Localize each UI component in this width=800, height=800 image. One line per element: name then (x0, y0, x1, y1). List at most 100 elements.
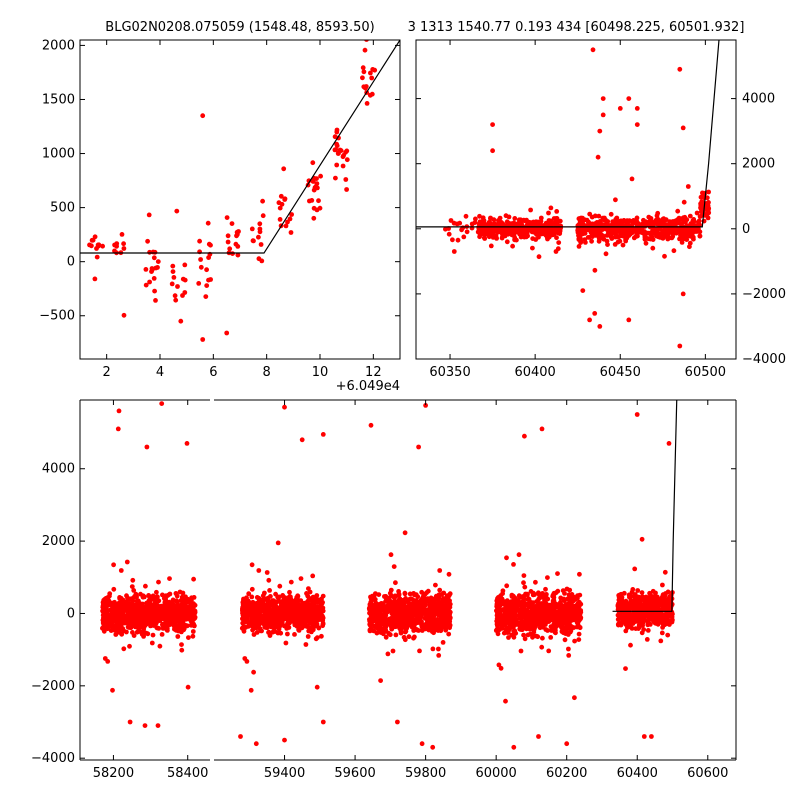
bottom-data-point (413, 592, 419, 597)
top-left-data-point (204, 267, 210, 273)
bottom-data-point (399, 619, 404, 625)
top-right-data-point (687, 213, 693, 219)
bottom-data-point (282, 595, 288, 600)
bottom-data-point (569, 625, 575, 630)
bottom-data-point (371, 596, 377, 602)
top-left-data-point (147, 249, 153, 255)
bottom-data-point (576, 637, 582, 642)
bottom-data-point (577, 571, 582, 577)
bottom-data-point (572, 638, 577, 644)
bottom-data-point (283, 640, 289, 646)
top-left-data-point (224, 215, 230, 221)
bottom-data-point (258, 628, 264, 634)
top-right-data-point (661, 228, 667, 234)
bottom-data-point (518, 648, 524, 654)
bottom-data-point (525, 614, 531, 620)
top-right-data-point (615, 239, 621, 245)
bottom-data-point (103, 615, 108, 621)
bottom-data-point (434, 604, 439, 610)
bottom-data-point (127, 601, 133, 606)
bottom-data-point (248, 687, 254, 693)
bottom-data-point (184, 598, 190, 603)
top-right-data-point (504, 239, 510, 245)
top-right-data-point (538, 218, 544, 224)
top-right-data-point (624, 218, 630, 224)
bottom-data-point (386, 595, 392, 601)
bottom-data-point (258, 601, 264, 607)
bottom-data-point (315, 635, 320, 640)
bottom-data-point (412, 625, 417, 631)
bottom-data-point (399, 598, 404, 604)
top-left-frame (79, 39, 401, 360)
bottom-data-point (132, 607, 138, 613)
bottom-data-point (186, 635, 191, 640)
top-right-data-point (705, 207, 711, 213)
bottom-data-point (263, 625, 269, 630)
top-right-data-point (662, 253, 667, 259)
bottom-data-point (500, 615, 506, 620)
bottom-data-point (429, 623, 435, 629)
top-left-data-point (369, 75, 375, 81)
bottom-data-point (189, 595, 195, 601)
bottom-data-point (295, 597, 300, 602)
bottom-data-point (572, 695, 577, 701)
bottom-data-point (303, 642, 309, 647)
x-tick-label: 2 (103, 365, 111, 380)
bottom-data-point (507, 626, 513, 631)
x-tick-label: 10 (312, 365, 329, 380)
top-right-data-point (629, 176, 635, 182)
top-left-data-point (143, 267, 149, 272)
bottom-data-point (240, 624, 246, 630)
bottom-data-point (564, 620, 569, 626)
bottom-data-point (146, 614, 151, 619)
bottom-data-point (309, 629, 314, 635)
top-right-data-point (706, 189, 711, 195)
bottom-data-point (314, 593, 320, 598)
bottom-data-point (367, 622, 373, 627)
bottom-data-point (142, 605, 148, 610)
top-left-data-point (289, 212, 294, 217)
bottom-data-point (267, 588, 272, 593)
bottom-data-point (276, 594, 282, 600)
bottom-data-point (108, 623, 114, 629)
top-right-data-point (582, 223, 588, 229)
bottom-data-point (446, 594, 451, 600)
top-right-data-point (610, 226, 616, 232)
bottom-data-point (252, 604, 258, 610)
top-left-data-point (344, 187, 349, 192)
top-left-data-point (344, 157, 350, 163)
bottom-data-point (315, 598, 321, 604)
top-left-data-point (198, 257, 204, 262)
bottom-data-point (124, 559, 130, 565)
bottom-data-point (495, 623, 500, 628)
bottom-data-point (101, 621, 107, 627)
bottom-data-point (277, 614, 283, 619)
top-left-data-point (363, 84, 369, 89)
bottom-data-point (269, 623, 275, 629)
top-right-data-point (694, 210, 700, 216)
bottom-data-point (530, 622, 536, 628)
bottom-data-point (131, 588, 137, 593)
top-right-data-point (556, 240, 562, 246)
bottom-data-point (531, 590, 536, 596)
bottom-data-point (548, 635, 554, 640)
top-left-data-point (153, 265, 159, 271)
bottom-data-point (178, 610, 184, 616)
top-left-data-point (92, 276, 98, 282)
bottom-data-point (307, 604, 313, 610)
top-right-data-point (691, 217, 697, 222)
top-right-data-point (482, 236, 488, 241)
bottom-data-point (240, 610, 246, 616)
top-right-data-point (578, 217, 584, 223)
top-left-data-point (368, 70, 373, 76)
bottom-data-point (150, 632, 156, 638)
top-left-data-point (145, 238, 151, 244)
bottom-data-point (251, 669, 256, 675)
top-left-data-point (250, 238, 256, 244)
top-left-data-point (152, 249, 158, 255)
top-right-data-point (636, 221, 641, 227)
bottom-data-point (395, 611, 401, 616)
bottom-data-point (390, 602, 396, 608)
top-right-data-point (463, 213, 469, 219)
